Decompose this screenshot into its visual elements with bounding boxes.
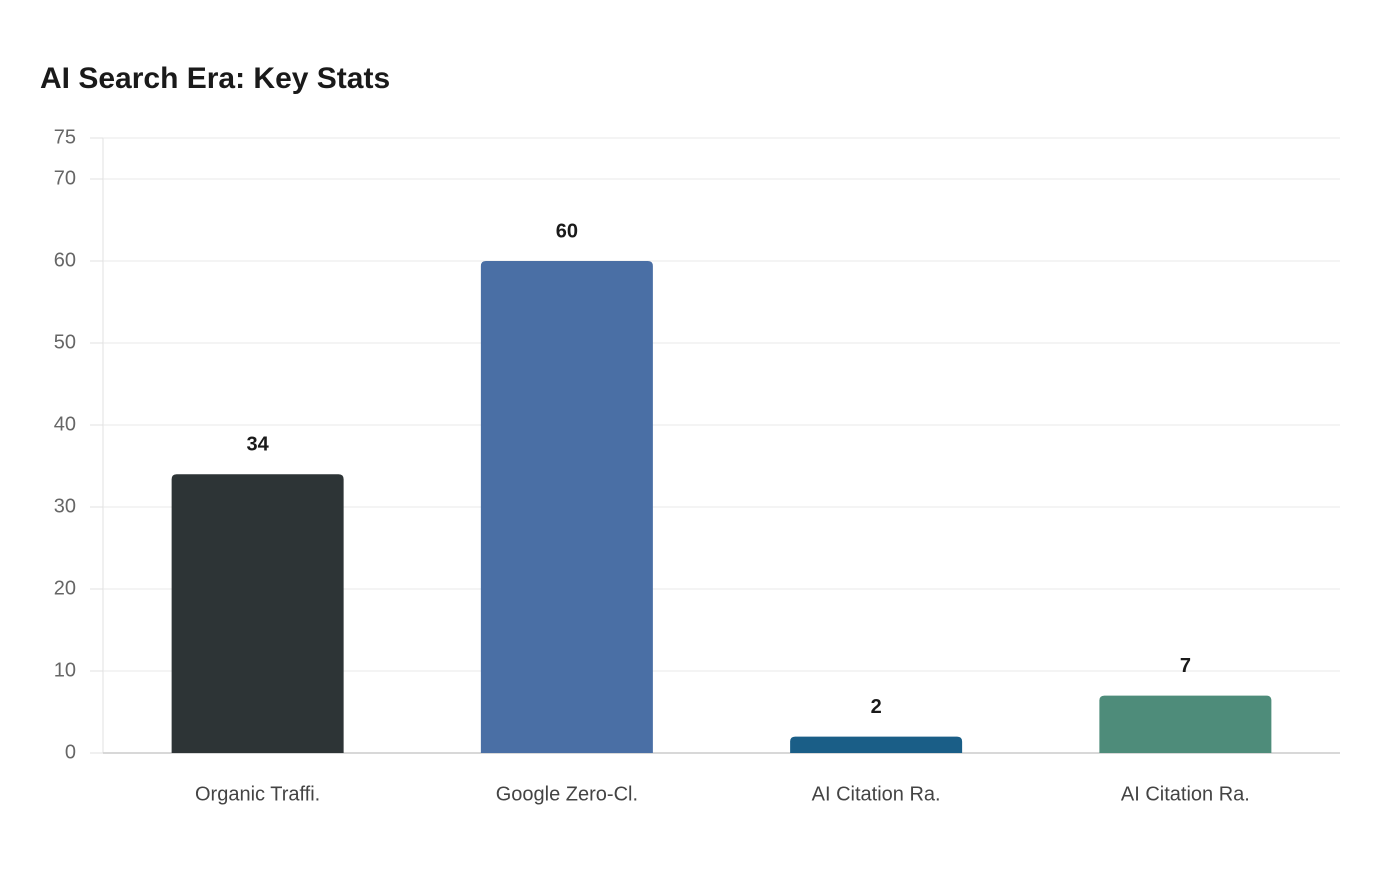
- y-tick-label: 10: [54, 659, 76, 681]
- y-tick-label: 20: [54, 577, 76, 599]
- y-tick-label: 0: [65, 741, 76, 763]
- value-label: 2: [871, 696, 882, 718]
- x-tick-label: AI Citation Ra.: [812, 783, 941, 805]
- y-tick-label: 40: [54, 413, 76, 435]
- y-tick-label: 30: [54, 495, 76, 517]
- y-tick-label: 75: [54, 126, 76, 148]
- x-tick-label: AI Citation Ra.: [1121, 783, 1250, 805]
- chart-title: AI Search Era: Key Stats: [40, 62, 390, 95]
- x-tick-label: Organic Traffi.: [195, 783, 320, 805]
- x-tick-label: Google Zero-Cl.: [496, 783, 638, 805]
- bar: [480, 261, 653, 753]
- value-label: 60: [556, 220, 578, 242]
- bar: [171, 474, 344, 753]
- bar: [790, 736, 963, 753]
- value-label: 7: [1180, 655, 1191, 677]
- y-tick-label: 60: [54, 249, 76, 271]
- y-tick-label: 70: [54, 167, 76, 189]
- bar: [1099, 695, 1272, 753]
- y-tick-label: 50: [54, 331, 76, 353]
- value-label: 34: [247, 433, 270, 455]
